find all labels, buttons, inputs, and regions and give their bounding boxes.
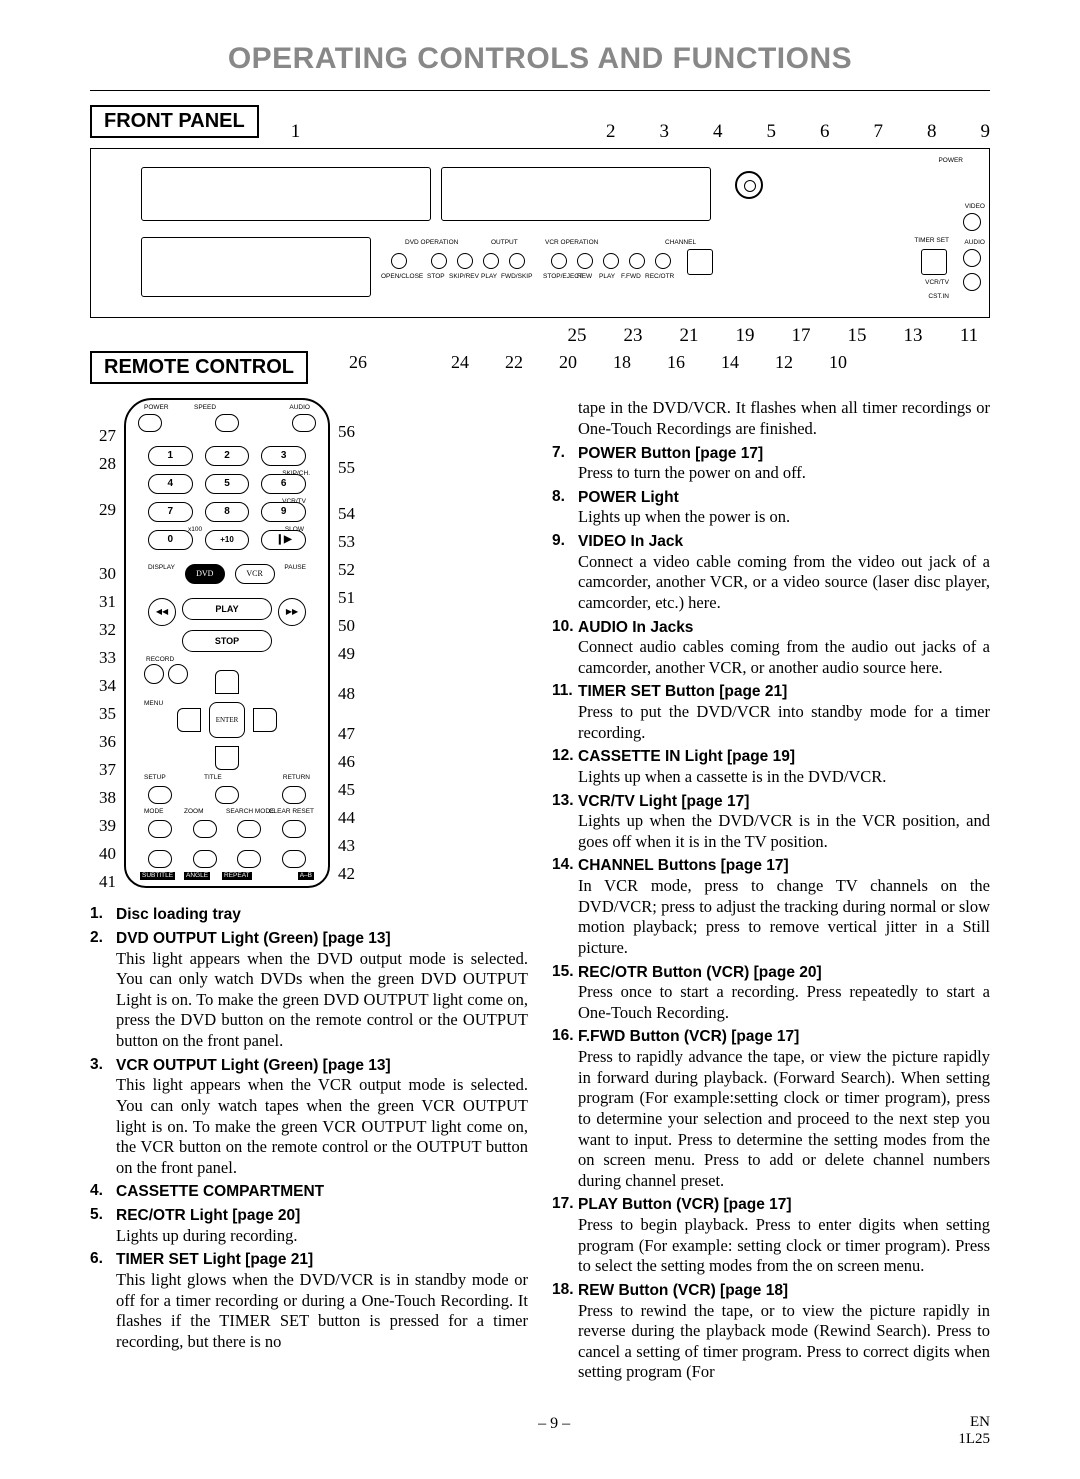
power-label: POWER bbox=[938, 157, 963, 165]
description-list-right: 7.POWER Button [page 17]Press to turn th… bbox=[552, 443, 990, 1384]
remote-control-label: REMOTE CONTROL bbox=[90, 351, 308, 384]
front-panel-bottom-numbers: 2523211917151311 bbox=[90, 324, 990, 348]
page-number: – 9 – bbox=[150, 1414, 958, 1434]
page-title: OPERATING CONTROLS AND FUNCTIONS bbox=[90, 40, 990, 78]
description-list-left: 1.Disc loading tray 2.DVD OUTPUT Light (… bbox=[90, 904, 528, 1352]
remote-left-callouts: 2728 29 30 3132 3334 3536 3738 3940 41 bbox=[90, 398, 116, 896]
front-panel-diagram: POWER DVD OPERATION OUTPUT VCR OPERATION… bbox=[90, 148, 990, 318]
disc-tray bbox=[141, 167, 431, 221]
front-panel-top-numbers: 1 2 3 4 5 6 7 8 9 bbox=[273, 120, 990, 144]
front-panel-bottom-numbers-2: 26 24 22 20 18 16 14 12 10 bbox=[346, 351, 850, 374]
title-rule bbox=[90, 90, 990, 91]
page-footer: – 9 – EN1L25 bbox=[90, 1414, 990, 1449]
cassette-slot bbox=[141, 237, 371, 297]
remote-right-callouts: 56 55 54 53 52 51 50 49 48 47 46 45 44 4… bbox=[338, 398, 364, 888]
front-panel-label: FRONT PANEL bbox=[90, 105, 259, 138]
remote-diagram: POWER SPEED AUDIO 123 456 789 0+10❙▶ SKI… bbox=[124, 398, 330, 888]
display-window bbox=[441, 167, 711, 221]
power-button-graphic bbox=[735, 171, 763, 199]
right-lead-continuation: tape in the DVD/VCR. It flashes when all… bbox=[552, 398, 990, 439]
